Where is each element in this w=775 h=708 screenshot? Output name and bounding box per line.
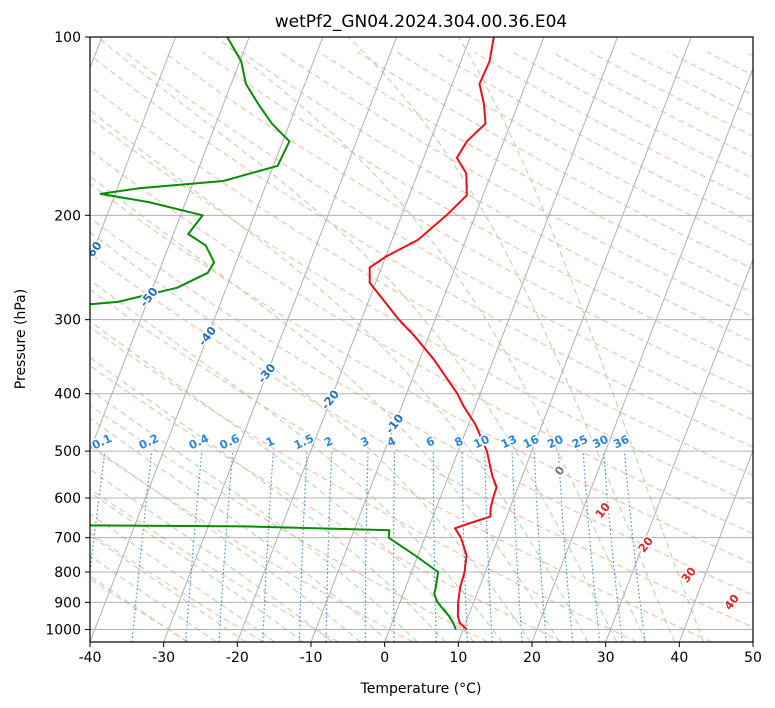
moist-adiabat	[90, 320, 475, 642]
y-tick-label: 100	[54, 30, 81, 46]
x-tick-label: 0	[380, 650, 389, 666]
skewed-isotherm	[457, 37, 692, 642]
y-tick-label: 600	[54, 491, 81, 507]
temperature-profile	[368, 37, 498, 631]
moist-adiabat	[90, 279, 503, 642]
y-tick-label: 300	[54, 313, 81, 329]
y-tick-label: 400	[54, 387, 81, 403]
x-tick-label: -40	[79, 650, 102, 666]
x-tick-label: 30	[597, 650, 615, 666]
moist-adiabat	[215, 37, 647, 642]
x-tick-label: -20	[226, 650, 249, 666]
dry-adiabat	[90, 183, 753, 565]
mixing-ratio-line	[185, 451, 203, 642]
mixing-ratio-line	[623, 451, 646, 642]
moist-adiabat	[90, 534, 246, 642]
dry-adiabat	[90, 217, 753, 596]
y-tick-label: 1000	[45, 622, 81, 638]
skewed-isotherm	[236, 37, 471, 642]
x-tick-label: -10	[300, 650, 323, 666]
skewed-isotherm	[90, 37, 324, 642]
dry-adiabat	[90, 404, 488, 642]
plot-area	[90, 37, 753, 642]
dry-adiabat	[90, 532, 264, 642]
y-axis-ticks: 1000 900 800 700 600 500 400 300 200 100	[45, 30, 90, 638]
skewed-isotherm	[752, 640, 753, 642]
dry-adiabat	[90, 445, 414, 642]
mixing-ratio-line	[131, 451, 153, 642]
skewed-isotherm	[605, 257, 753, 642]
skewed-isotherm	[90, 37, 177, 261]
moist-adiabat	[90, 175, 560, 642]
dry-adiabat	[240, 51, 753, 343]
x-tick-label: 40	[670, 650, 688, 666]
dry-adiabat	[90, 288, 712, 642]
x-axis-ticks: -40 -30 -20 -10 0 10 20 30 40 50	[79, 642, 762, 666]
moist-adiabat	[90, 513, 275, 642]
moist-adiabat	[97, 37, 618, 642]
mixing-ratio-lines	[90, 451, 646, 642]
dewpoint-profile	[90, 37, 457, 630]
plot-frame	[89, 36, 754, 643]
dry-adiabat	[90, 85, 753, 476]
x-tick-label: -30	[152, 650, 175, 666]
pressure-gridlines	[90, 37, 753, 630]
y-tick-label: 800	[54, 565, 81, 581]
skewed-isotherm	[384, 37, 619, 642]
chart-title: wetPf2_GN04.2024.304.00.36.E04	[275, 12, 567, 32]
moist-adiabat	[90, 468, 333, 642]
y-tick-label: 200	[54, 208, 81, 224]
mixing-ratio-line	[557, 451, 574, 642]
plot-layer: -100-90-80-70-60-50-40-30-20-100.10.20.4…	[29, 37, 753, 642]
y-tick-label: 900	[54, 595, 81, 611]
moist-adiabat	[90, 491, 304, 642]
moist-adiabat	[90, 417, 390, 642]
dry-adiabats	[90, 51, 753, 642]
x-axis-label: Temperature (°C)	[360, 681, 482, 697]
y-tick-label: 500	[54, 444, 81, 460]
mixing-ratio-line	[90, 451, 106, 576]
x-tick-label: 10	[449, 650, 467, 666]
moist-adiabat	[90, 444, 361, 642]
skewed-isotherm	[678, 449, 753, 642]
skewed-isotherm	[310, 37, 545, 642]
skewed-isotherms	[90, 37, 753, 642]
dry-adiabat	[90, 326, 638, 642]
y-tick-label: 700	[54, 531, 81, 547]
dry-adiabat	[90, 364, 563, 642]
dry-adiabat	[90, 488, 339, 642]
dry-adiabat	[90, 54, 753, 448]
mixing-ratio-line	[582, 451, 601, 642]
sounding-curves	[90, 37, 498, 631]
moist-adiabat	[458, 37, 705, 642]
y-axis-label: Pressure (hPa)	[13, 289, 29, 389]
dry-adiabat	[202, 51, 753, 368]
x-tick-label: 20	[523, 650, 541, 666]
skewed-isotherm	[163, 37, 398, 642]
isotherm-label: -70	[29, 182, 53, 207]
skewed-isotherm	[90, 37, 250, 453]
dry-adiabat	[90, 252, 753, 628]
moist-adiabat	[348, 37, 676, 642]
mixing-ratio-line	[603, 451, 623, 642]
moist-adiabat	[90, 388, 418, 642]
x-tick-label: 50	[744, 650, 762, 666]
skewed-isotherm	[531, 66, 753, 642]
